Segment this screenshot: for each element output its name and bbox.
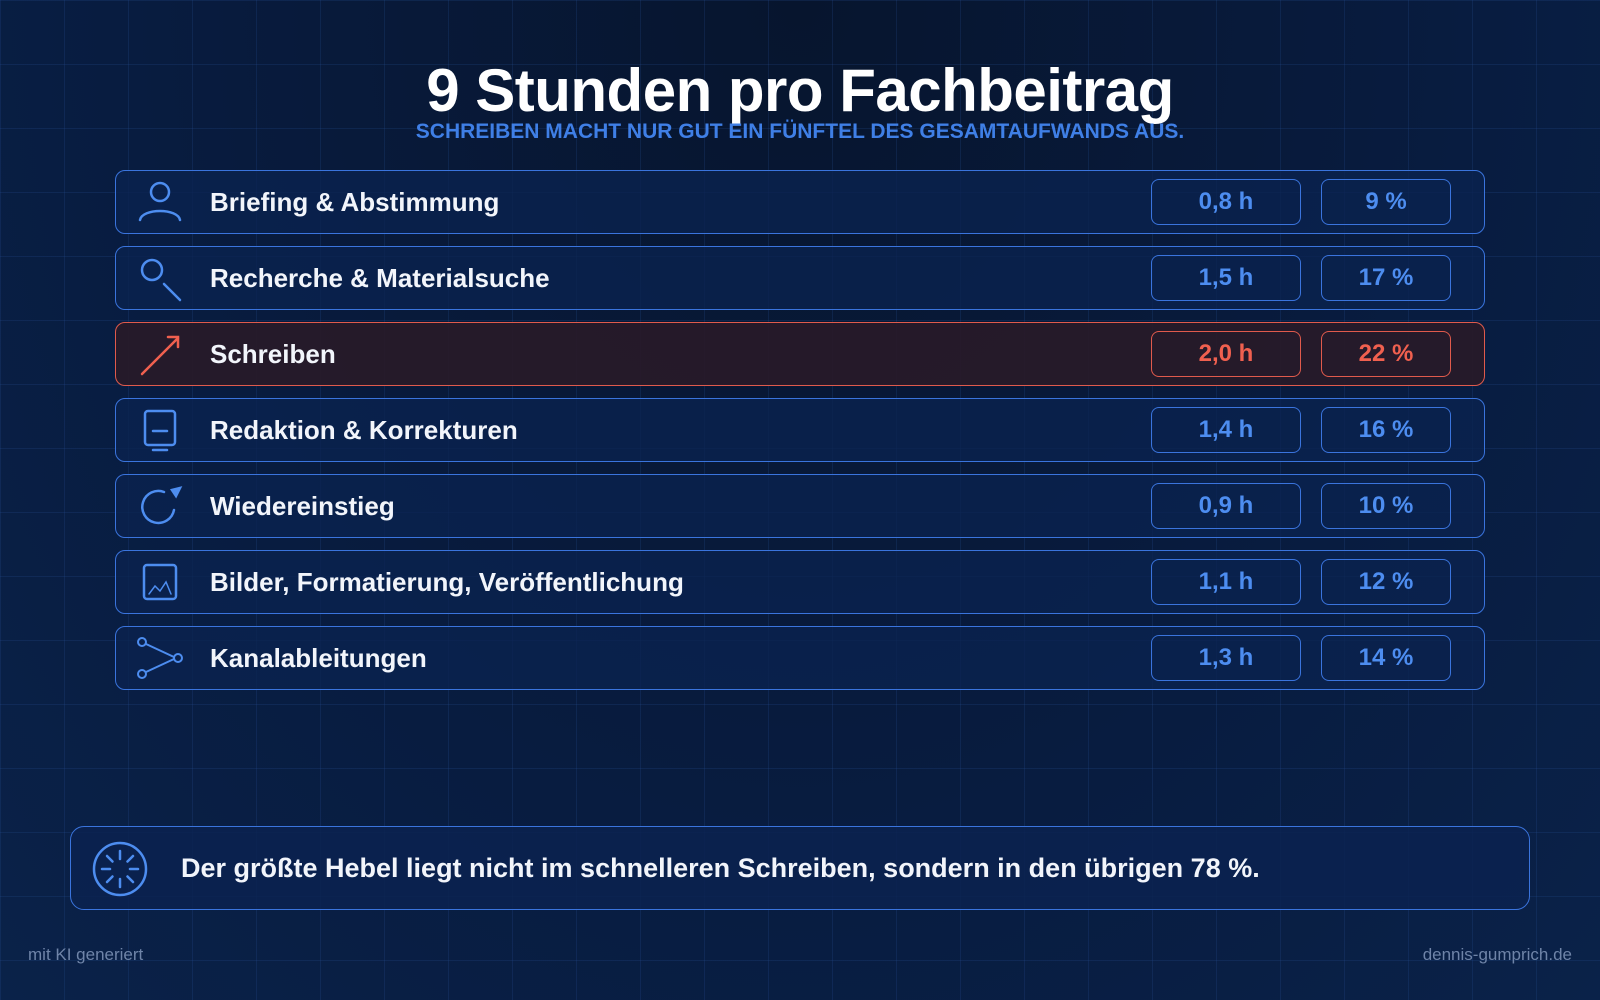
task-row-research: Recherche & Materialsuche 1,5 h 17 % [115, 246, 1485, 310]
task-list: Briefing & Abstimmung 0,8 h 9 % Recherch… [115, 170, 1485, 702]
task-label: Schreiben [210, 339, 336, 369]
task-percent: 10 % [1321, 483, 1451, 529]
task-percent: 16 % [1321, 407, 1451, 453]
task-percent: 9 % [1321, 179, 1451, 225]
task-hours: 1,1 h [1151, 559, 1301, 605]
task-hours: 2,0 h [1151, 331, 1301, 377]
document-icon [136, 406, 184, 454]
sparkle-icon [91, 840, 149, 898]
footer-credit: mit KI generiert [28, 945, 144, 964]
page-subtitle: SCHREIBEN MACHT NUR GUT EIN FÜNFTEL DES … [415, 120, 1185, 143]
pen-arrow-icon [136, 330, 184, 378]
task-hours: 1,3 h [1151, 635, 1301, 681]
task-row-channels: Kanalableitungen 1,3 h 14 % [115, 626, 1485, 690]
task-hours: 0,8 h [1151, 179, 1301, 225]
task-label: Recherche & Materialsuche [210, 263, 550, 293]
footer-website: dennis-gumprich.de [1422, 945, 1572, 964]
image-icon [136, 558, 184, 606]
task-percent: 22 % [1321, 331, 1451, 377]
task-row-briefing: Briefing & Abstimmung 0,8 h 9 % [115, 170, 1485, 234]
key-insight-callout: Der größte Hebel liegt nicht im schnelle… [70, 826, 1530, 910]
task-row-reentry: Wiedereinstieg 0,9 h 10 % [115, 474, 1485, 538]
task-hours: 0,9 h [1151, 483, 1301, 529]
task-row-editing: Redaktion & Korrekturen 1,4 h 16 % [115, 398, 1485, 462]
task-hours: 1,5 h [1151, 255, 1301, 301]
page-title: 9 Stunden pro Fachbeitrag [426, 57, 1174, 124]
task-row-images: Bilder, Formatierung, Veröffentlichung 1… [115, 550, 1485, 614]
callout-text: Der größte Hebel liegt nicht im schnelle… [181, 853, 1260, 883]
task-label: Kanalableitungen [210, 643, 427, 673]
task-label: Briefing & Abstimmung [210, 187, 500, 217]
user-icon [136, 178, 184, 226]
task-percent: 17 % [1321, 255, 1451, 301]
task-label: Redaktion & Korrekturen [210, 415, 518, 445]
task-hours: 1,4 h [1151, 407, 1301, 453]
refresh-icon [136, 482, 184, 530]
task-label: Wiedereinstieg [210, 491, 395, 521]
search-icon [136, 254, 184, 302]
task-label: Bilder, Formatierung, Veröffentlichung [210, 567, 684, 597]
task-row-writing: Schreiben 2,0 h 22 % [115, 322, 1485, 386]
task-percent: 12 % [1321, 559, 1451, 605]
task-percent: 14 % [1321, 635, 1451, 681]
share-icon [136, 634, 184, 682]
